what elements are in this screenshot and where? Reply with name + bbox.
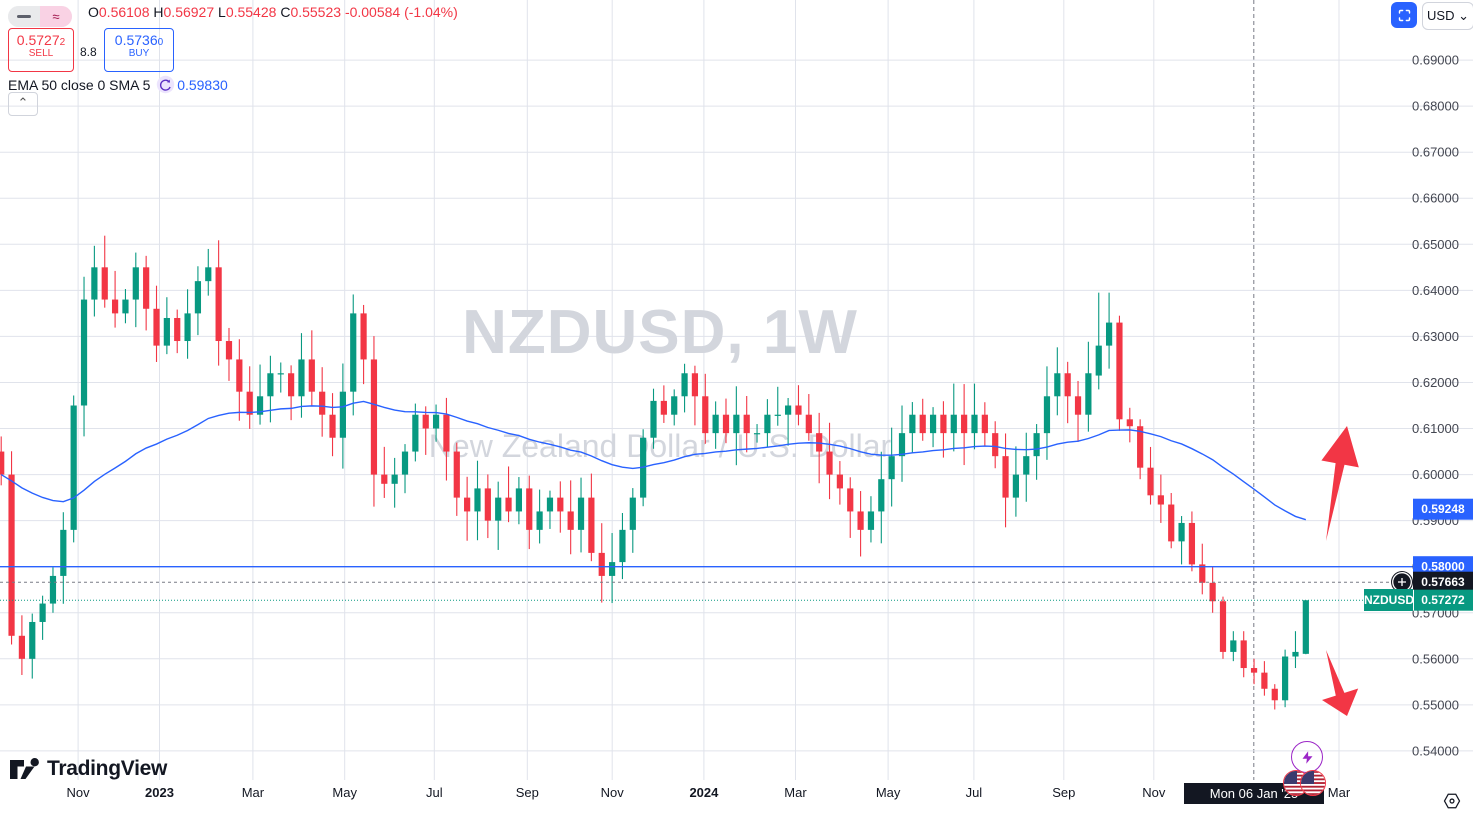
svg-text:0.62000: 0.62000 bbox=[1412, 375, 1459, 390]
svg-text:2023: 2023 bbox=[145, 785, 174, 800]
svg-text:0.59248: 0.59248 bbox=[1421, 502, 1465, 516]
svg-text:0.67000: 0.67000 bbox=[1412, 145, 1459, 160]
svg-text:May: May bbox=[332, 785, 357, 800]
svg-text:Jul: Jul bbox=[966, 785, 983, 800]
svg-text:Mar: Mar bbox=[1328, 785, 1351, 800]
svg-text:Nov: Nov bbox=[1142, 785, 1166, 800]
svg-text:0.66000: 0.66000 bbox=[1412, 191, 1459, 206]
svg-text:0.60000: 0.60000 bbox=[1412, 467, 1459, 482]
svg-text:May: May bbox=[876, 785, 901, 800]
svg-text:Nov: Nov bbox=[67, 785, 91, 800]
svg-text:0.56000: 0.56000 bbox=[1412, 651, 1459, 666]
svg-text:NZDUSD, 1W: NZDUSD, 1W bbox=[462, 298, 858, 367]
svg-text:0.61000: 0.61000 bbox=[1412, 421, 1459, 436]
svg-text:0.69000: 0.69000 bbox=[1412, 53, 1459, 68]
svg-text:Mar: Mar bbox=[242, 785, 265, 800]
svg-text:0.65000: 0.65000 bbox=[1412, 237, 1459, 252]
svg-text:0.57663: 0.57663 bbox=[1421, 575, 1465, 589]
svg-text:Mar: Mar bbox=[784, 785, 807, 800]
svg-text:2024: 2024 bbox=[689, 785, 719, 800]
svg-text:0.63000: 0.63000 bbox=[1412, 329, 1459, 344]
svg-text:Nov: Nov bbox=[601, 785, 625, 800]
svg-text:0.54000: 0.54000 bbox=[1412, 743, 1459, 758]
svg-text:0.68000: 0.68000 bbox=[1412, 99, 1459, 114]
svg-text:0.55000: 0.55000 bbox=[1412, 697, 1459, 712]
svg-text:0.58000: 0.58000 bbox=[1421, 560, 1465, 574]
svg-text:Jul: Jul bbox=[426, 785, 443, 800]
svg-text:Sep: Sep bbox=[1052, 785, 1075, 800]
svg-text:0.64000: 0.64000 bbox=[1412, 283, 1459, 298]
svg-text:0.57272: 0.57272 bbox=[1421, 593, 1465, 607]
svg-text:Sep: Sep bbox=[516, 785, 539, 800]
